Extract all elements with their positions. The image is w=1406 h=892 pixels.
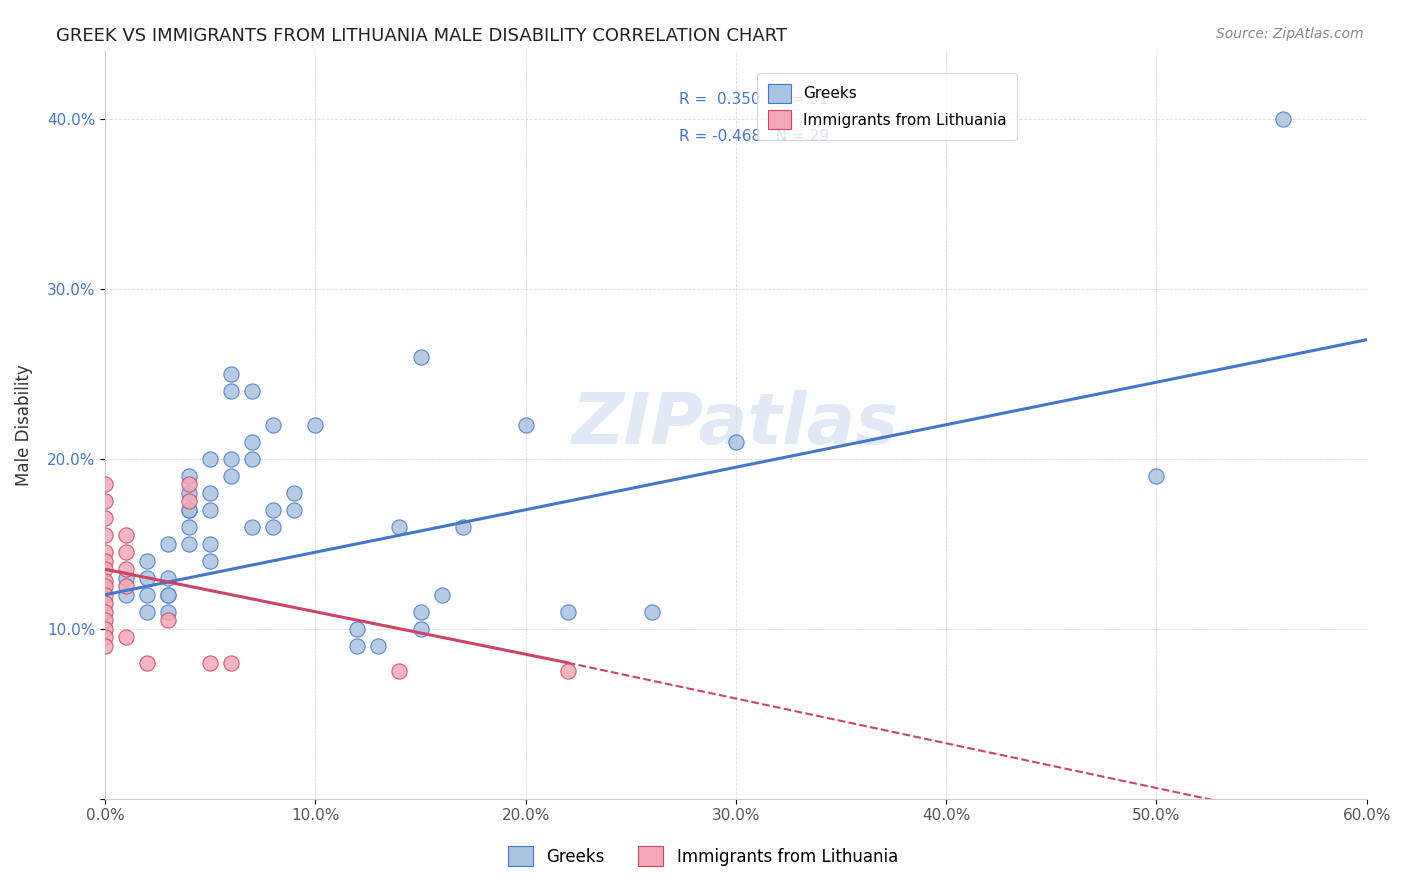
Point — [240, 451, 263, 466]
Text: R =  0.350   N = 51: R = 0.350 N = 51 — [679, 92, 828, 107]
Point — [94, 545, 117, 559]
Point — [94, 613, 117, 627]
Point — [157, 588, 180, 602]
Point — [115, 588, 138, 602]
Point — [94, 554, 117, 568]
Point — [179, 477, 201, 491]
Point — [346, 639, 368, 653]
Point — [409, 622, 432, 636]
Text: ZIPatlas: ZIPatlas — [572, 390, 900, 459]
Text: GREEK VS IMMIGRANTS FROM LITHUANIA MALE DISABILITY CORRELATION CHART: GREEK VS IMMIGRANTS FROM LITHUANIA MALE … — [56, 27, 787, 45]
Point — [557, 665, 579, 679]
Point — [557, 605, 579, 619]
Point — [94, 574, 117, 588]
Point — [262, 417, 284, 432]
Point — [515, 417, 537, 432]
Point — [200, 485, 222, 500]
Legend: Greeks, Immigrants from Lithuania: Greeks, Immigrants from Lithuania — [758, 73, 1018, 139]
Point — [94, 579, 117, 593]
Point — [94, 528, 117, 542]
Point — [240, 520, 263, 534]
Point — [136, 605, 159, 619]
Point — [94, 562, 117, 576]
Point — [157, 605, 180, 619]
Point — [388, 520, 411, 534]
Point — [136, 571, 159, 585]
Point — [1146, 468, 1168, 483]
Point — [157, 537, 180, 551]
Text: Source: ZipAtlas.com: Source: ZipAtlas.com — [1216, 27, 1364, 41]
Point — [136, 656, 159, 670]
Point — [115, 528, 138, 542]
Point — [346, 622, 368, 636]
Point — [200, 451, 222, 466]
Point — [94, 622, 117, 636]
Text: R = -0.468   N = 29: R = -0.468 N = 29 — [679, 129, 830, 145]
Point — [409, 350, 432, 364]
Point — [724, 434, 747, 449]
Point — [179, 537, 201, 551]
Point — [200, 537, 222, 551]
Point — [115, 579, 138, 593]
Point — [94, 511, 117, 525]
Point — [1271, 112, 1294, 126]
Point — [200, 656, 222, 670]
Point — [94, 477, 117, 491]
Point — [262, 502, 284, 516]
Point — [157, 571, 180, 585]
Point — [219, 656, 242, 670]
Point — [94, 494, 117, 508]
Point — [94, 596, 117, 610]
Point — [283, 502, 305, 516]
Point — [283, 485, 305, 500]
Point — [94, 605, 117, 619]
Point — [136, 554, 159, 568]
Point — [304, 417, 326, 432]
Point — [388, 665, 411, 679]
Point — [115, 562, 138, 576]
Point — [94, 630, 117, 644]
Point — [179, 468, 201, 483]
Point — [367, 639, 389, 653]
Point — [157, 613, 180, 627]
Point — [115, 630, 138, 644]
Point — [179, 520, 201, 534]
Point — [409, 605, 432, 619]
Point — [219, 468, 242, 483]
Point — [179, 494, 201, 508]
Point — [115, 571, 138, 585]
Point — [200, 554, 222, 568]
Point — [262, 520, 284, 534]
Point — [200, 502, 222, 516]
Point — [451, 520, 474, 534]
Legend: Greeks, Immigrants from Lithuania: Greeks, Immigrants from Lithuania — [501, 838, 905, 875]
Point — [641, 605, 664, 619]
Point — [94, 588, 117, 602]
Point — [219, 451, 242, 466]
Point — [179, 502, 201, 516]
Point — [219, 367, 242, 381]
Point — [157, 588, 180, 602]
Point — [136, 588, 159, 602]
Point — [179, 502, 201, 516]
Point — [240, 384, 263, 398]
Point — [430, 588, 453, 602]
Point — [94, 639, 117, 653]
Point — [240, 434, 263, 449]
Point — [219, 384, 242, 398]
Y-axis label: Male Disability: Male Disability — [15, 364, 32, 485]
Point — [115, 545, 138, 559]
Point — [179, 485, 201, 500]
